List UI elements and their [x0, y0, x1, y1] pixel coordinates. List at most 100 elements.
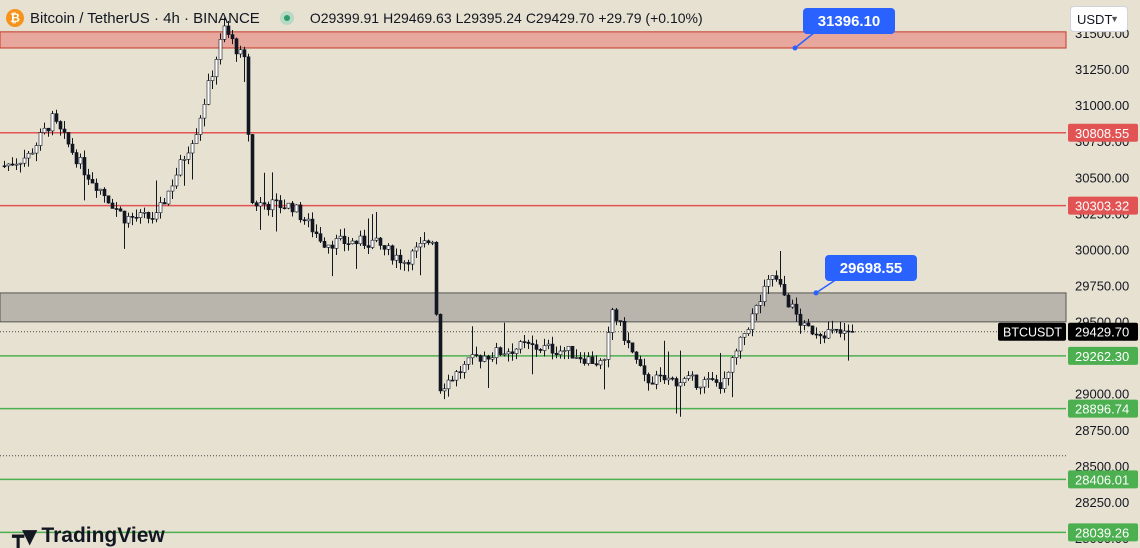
- candle-down: [62, 128, 67, 133]
- candle-up: [566, 345, 571, 351]
- candle-up: [98, 188, 103, 191]
- candle-down: [806, 322, 811, 327]
- candle-up: [410, 250, 415, 265]
- candle-down: [110, 202, 115, 209]
- candle-down: [266, 203, 271, 211]
- candle-down: [114, 208, 119, 210]
- candle-down: [434, 241, 439, 315]
- candle-down: [538, 349, 543, 351]
- candle-down: [570, 345, 575, 359]
- candle-up: [194, 134, 199, 144]
- candle-down: [486, 355, 491, 360]
- level-price-tag: [1068, 346, 1138, 365]
- candle-down: [638, 359, 643, 367]
- candle-down: [618, 320, 623, 322]
- candle-down: [786, 294, 791, 308]
- candle-down: [94, 182, 99, 191]
- candle-up: [562, 350, 567, 352]
- candle-down: [438, 313, 443, 392]
- candle-up: [158, 202, 163, 214]
- candle-up: [34, 145, 39, 154]
- candle-up: [574, 357, 579, 359]
- candle-down: [146, 211, 151, 219]
- candle-down: [66, 132, 71, 145]
- candle-down: [714, 379, 719, 383]
- candle-down: [302, 219, 307, 222]
- candle-down: [522, 341, 527, 343]
- candle-down: [622, 320, 627, 341]
- candle-down: [778, 279, 783, 285]
- candle-up: [178, 159, 183, 176]
- candle-up: [182, 159, 187, 161]
- candle-up: [734, 350, 739, 358]
- candle-up: [422, 240, 427, 244]
- candle-up: [494, 347, 499, 358]
- candle-down: [346, 243, 351, 245]
- level-price-tag: [1068, 123, 1138, 142]
- candle-up: [22, 157, 27, 164]
- candle-up: [326, 244, 331, 248]
- candle-up: [542, 345, 547, 351]
- callout-anchor: [792, 45, 798, 51]
- tradingview-icon: ┳▼: [12, 524, 37, 548]
- candle-up: [258, 202, 263, 207]
- change-value: +29.79 (+0.10%): [598, 10, 703, 26]
- candle-up: [78, 157, 83, 165]
- candle-down: [634, 351, 639, 360]
- candle-up: [770, 275, 775, 280]
- candle-down: [674, 378, 679, 387]
- candle-down: [70, 143, 75, 153]
- candle-up: [826, 329, 831, 339]
- candle-down: [130, 216, 135, 218]
- candle-up: [414, 246, 419, 252]
- candle-down: [426, 240, 431, 244]
- candle-down: [670, 377, 675, 380]
- candle-down: [590, 356, 595, 364]
- close-value: C29429.70: [525, 10, 595, 26]
- callout-label: 31396.10: [818, 13, 881, 30]
- current-price-tag: [1068, 322, 1138, 341]
- candle-down: [474, 354, 479, 356]
- candle-down: [838, 329, 843, 334]
- candle-up: [802, 322, 807, 326]
- candle-up: [698, 386, 703, 389]
- candle-up: [722, 378, 727, 390]
- candle-down: [554, 352, 559, 356]
- candle-up: [666, 377, 671, 381]
- candle-down: [82, 157, 87, 176]
- candle-up: [762, 285, 767, 302]
- candle-down: [226, 25, 231, 35]
- candle-down: [822, 335, 827, 339]
- candle-up: [686, 375, 691, 379]
- candle-up: [26, 153, 31, 159]
- tradingview-logo[interactable]: ┳▼ TradingView: [12, 524, 165, 548]
- candle-down: [86, 174, 91, 180]
- candle-up: [358, 235, 363, 245]
- candle-up: [750, 313, 755, 330]
- candle-up: [430, 241, 435, 244]
- level-price-label: 28406.01: [1075, 472, 1129, 487]
- ohlc-readout: O29399.91 H29469.63 L29395.24 C29429.70 …: [310, 10, 703, 26]
- currency-selector[interactable]: USDT ▼: [1070, 6, 1128, 32]
- candle-up: [442, 388, 447, 392]
- candle-down: [510, 351, 515, 354]
- candle-down: [342, 235, 347, 244]
- candle-up: [306, 218, 311, 222]
- candle-down: [90, 179, 95, 184]
- candle-down: [650, 382, 655, 385]
- candle-up: [730, 357, 735, 373]
- candle-down: [150, 218, 155, 220]
- candle-up: [602, 359, 607, 361]
- candle-up: [126, 216, 131, 224]
- candle-up: [394, 254, 399, 261]
- candle-up: [598, 360, 603, 366]
- y-tick-label: 29000.00: [1075, 387, 1129, 402]
- candle-down: [478, 355, 483, 362]
- candle-up: [754, 305, 759, 315]
- y-tick-label: 29750.00: [1075, 279, 1129, 294]
- candle-down: [526, 341, 531, 344]
- symbol-title[interactable]: Bitcoin / TetherUS · 4h · BINANCE: [30, 9, 260, 27]
- callout-pointer: [794, 31, 816, 49]
- candle-up: [766, 279, 771, 287]
